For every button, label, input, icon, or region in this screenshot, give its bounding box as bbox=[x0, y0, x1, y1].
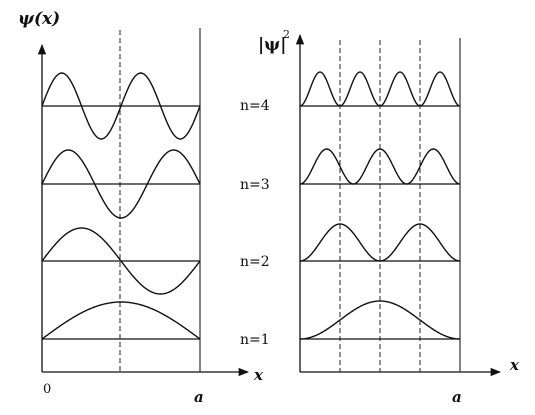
left-y-axis-label: ψ(x) bbox=[18, 9, 60, 29]
right-x-axis-label: x bbox=[509, 356, 520, 374]
wavefunction-curve-n4 bbox=[41, 72, 201, 140]
left-origin-label: 0 bbox=[43, 382, 51, 397]
wavefunction-panel: ψ(x) 0 x a bbox=[18, 9, 264, 406]
density-curve-n3 bbox=[299, 148, 461, 185]
density-curve-n2 bbox=[299, 223, 461, 262]
left-well-width-label: a bbox=[194, 388, 204, 406]
right-well-width-label: a bbox=[452, 388, 462, 406]
level-label-n1: n=1 bbox=[240, 332, 270, 348]
right-y-axis-label: |ψ| bbox=[258, 35, 286, 55]
left-x-axis-label: x bbox=[253, 366, 264, 384]
level-label-n3: n=3 bbox=[240, 177, 270, 193]
wavefunction-curve-n2 bbox=[41, 227, 201, 295]
probability-density-panel: |ψ| 2 x a bbox=[258, 28, 520, 406]
wavefunction-curve-n1 bbox=[41, 301, 201, 340]
level-label-n2: n=2 bbox=[240, 254, 270, 270]
level-labels: n=4 n=3 n=2 n=1 bbox=[240, 98, 270, 348]
density-curve-n4 bbox=[299, 71, 461, 107]
wavefunction-curve-n3 bbox=[41, 149, 201, 219]
right-y-axis-label-exponent: 2 bbox=[283, 28, 290, 41]
level-label-n4: n=4 bbox=[240, 98, 270, 114]
density-curve-n1 bbox=[299, 300, 461, 340]
